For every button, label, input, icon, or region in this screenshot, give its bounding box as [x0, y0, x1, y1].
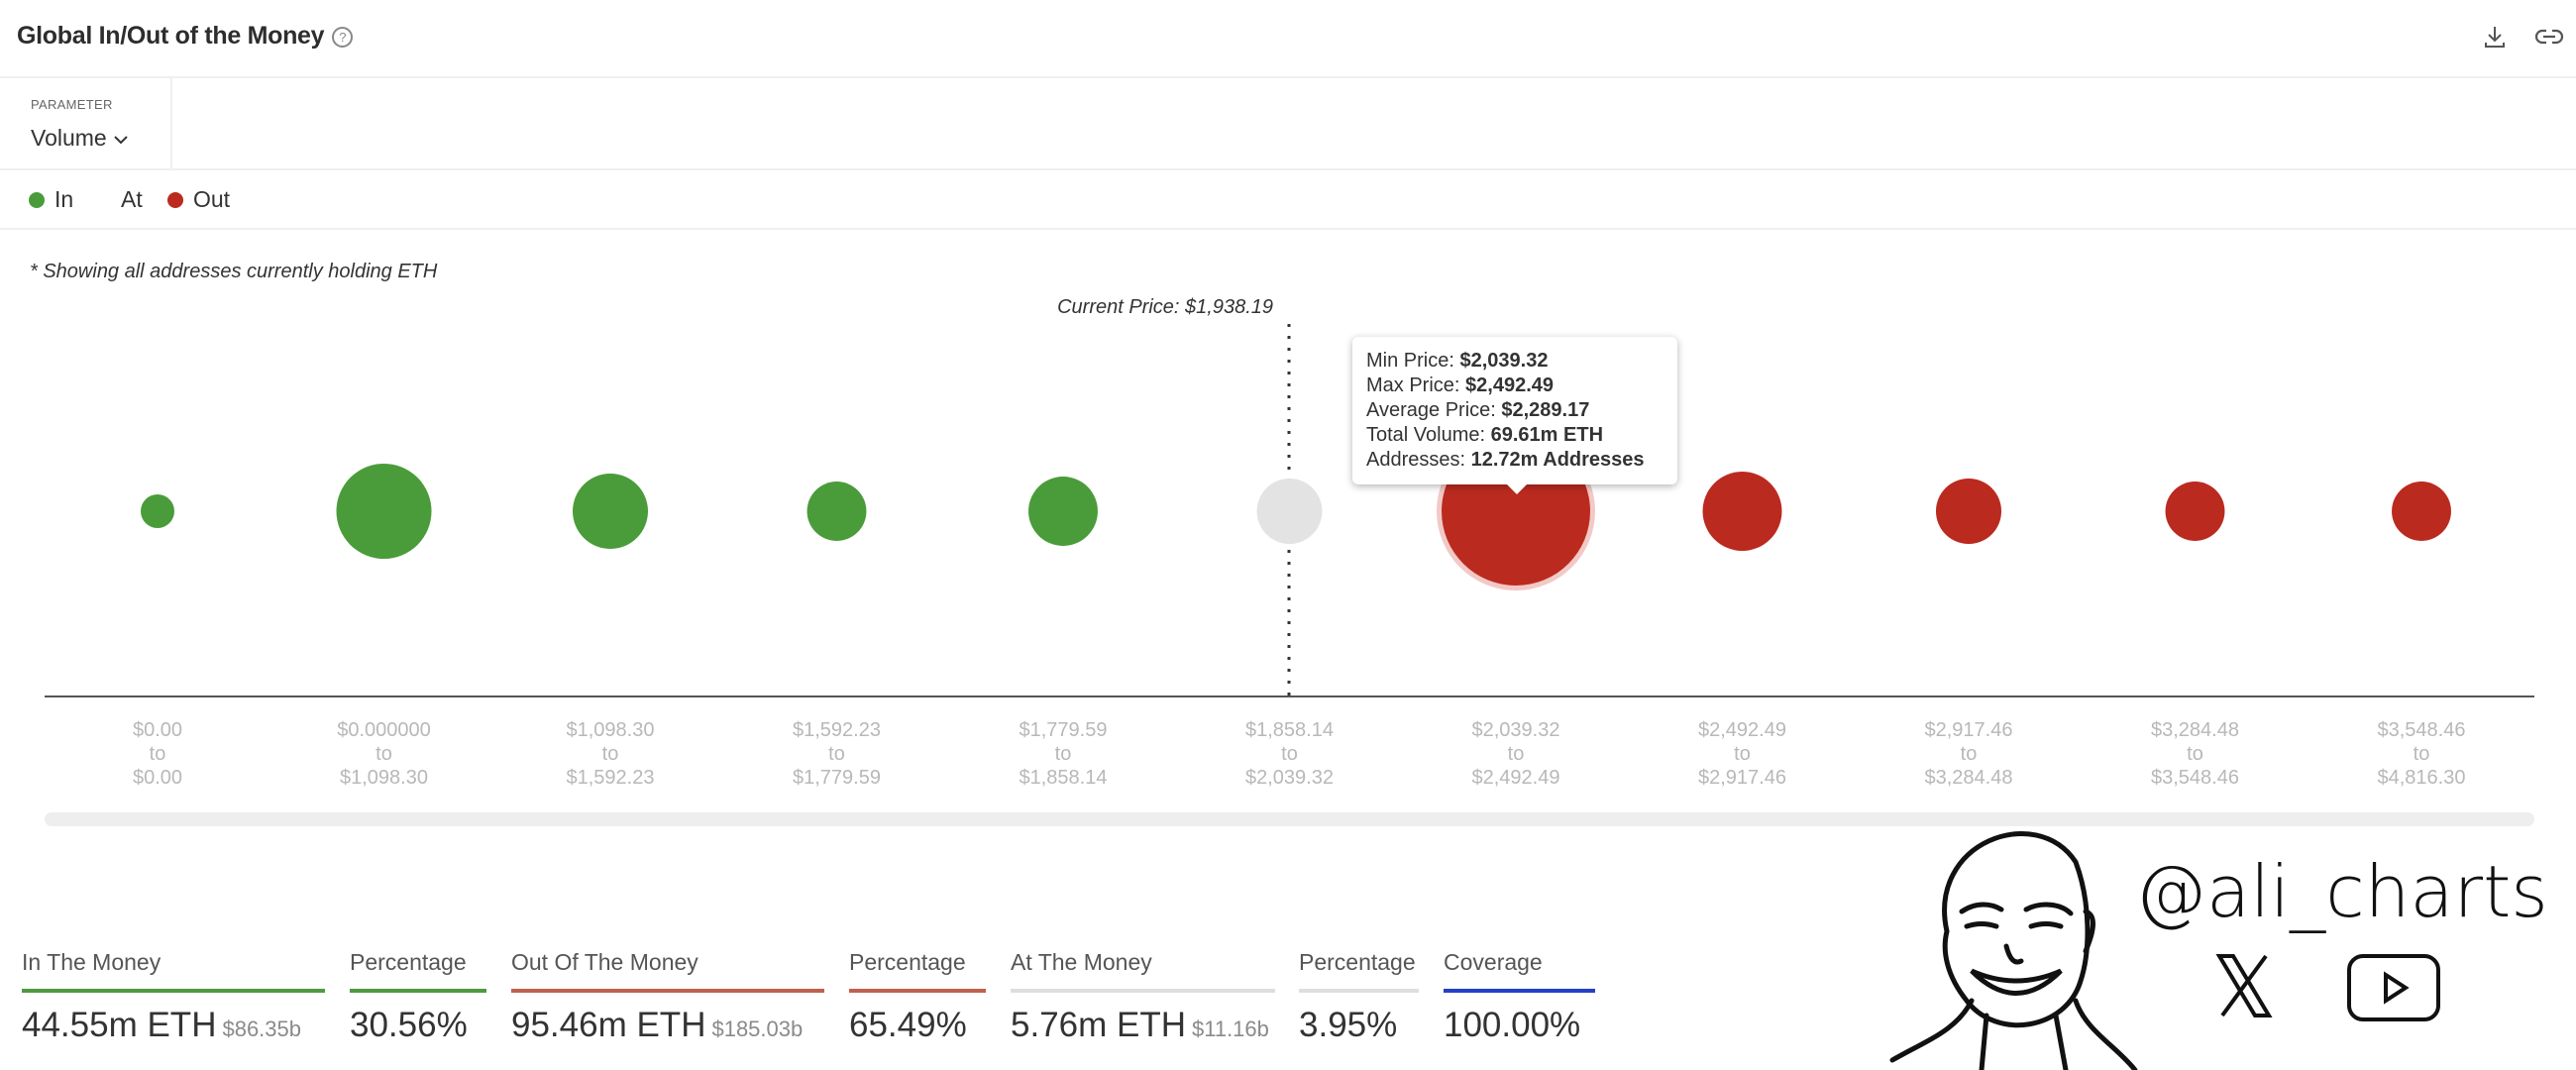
stat-usd-value: $185.03b: [711, 1016, 804, 1041]
stat-label: Percentage: [849, 949, 966, 975]
x-tick-label: $1,098.30 to $1,592.23: [566, 719, 655, 789]
current-price-label: Current Price: $1,938.19: [1057, 296, 1273, 318]
bubble-in[interactable]: [336, 463, 432, 560]
divider: [0, 168, 2576, 170]
download-icon[interactable]: [2482, 24, 2508, 50]
bubble-at[interactable]: [1256, 479, 1323, 544]
stat-color-bar: [849, 989, 986, 993]
page-title: Global In/Out of the Money?: [17, 22, 354, 51]
x-tick-label: $3,284.48 to $3,548.46: [2151, 719, 2239, 789]
divider: [170, 77, 172, 169]
stat-value: 30.56%: [350, 1006, 468, 1044]
stat-color-bar: [22, 989, 325, 993]
tooltip-row: Average Price: $2,289.17: [1366, 399, 1590, 421]
tooltip-row: Max Price: $2,492.49: [1366, 374, 1555, 396]
x-tick-label: $1,858.14 to $2,039.32: [1245, 719, 1334, 789]
bubble-in[interactable]: [572, 473, 649, 550]
parameter-select[interactable]: Volume: [31, 125, 129, 152]
stat-color-bar: [350, 989, 486, 993]
stat-value: 65.49%: [849, 1006, 967, 1044]
legend-at[interactable]: At: [121, 186, 143, 212]
chart-note: * Showing all addresses currently holdin…: [30, 261, 438, 282]
bubble-out[interactable]: [2392, 482, 2451, 541]
stat-label: In The Money: [22, 949, 161, 975]
x-tick-label: $2,492.49 to $2,917.46: [1698, 719, 1786, 789]
stat-label: At The Money: [1011, 949, 1152, 975]
x-tick-label: $1,779.59 to $1,858.14: [1019, 719, 1108, 789]
x-tick-label: $1,592.23 to $1,779.59: [793, 719, 881, 789]
green-dot-icon: [29, 191, 45, 208]
stat-value: 5.76m ETH $11.16b: [1011, 1006, 1269, 1044]
stat-color-bar: [1011, 989, 1275, 993]
x-logo-icon: [2215, 954, 2273, 1017]
youtube-icon: [2347, 954, 2440, 1021]
legend-out[interactable]: Out: [167, 186, 230, 213]
stat-value: 3.95%: [1299, 1006, 1398, 1044]
bubble-out[interactable]: [2165, 482, 2225, 541]
tooltip: Min Price: $2,039.32 Max Price: $2,492.4…: [1352, 337, 1677, 494]
tooltip-row: Min Price: $2,039.32: [1366, 350, 1549, 372]
x-tick-label: $2,917.46 to $3,284.48: [1924, 719, 2013, 789]
link-icon[interactable]: [2534, 26, 2564, 48]
stat-color-bar: [511, 989, 824, 993]
stat-label: Percentage: [350, 949, 467, 975]
help-icon[interactable]: ?: [332, 27, 354, 48]
chart-scrollbar[interactable]: [45, 812, 2534, 826]
parameter-label: PARAMETER: [31, 97, 113, 112]
x-tick-label: $2,039.32 to $2,492.49: [1471, 719, 1560, 789]
avatar-illustration: [1889, 831, 2138, 1070]
bubble-in[interactable]: [141, 494, 174, 528]
x-tick-label: $0.00 to $0.00: [132, 719, 183, 789]
tooltip-row: Addresses: 12.72m Addresses: [1366, 449, 1645, 471]
stat-color-bar: [1444, 989, 1595, 993]
chevron-down-icon: [114, 136, 128, 145]
bubble-in[interactable]: [806, 482, 867, 541]
watermark-handle: @ali_charts: [2135, 850, 2548, 933]
stat-value: 95.46m ETH $185.03b: [511, 1006, 804, 1044]
divider: [0, 76, 2576, 78]
bubble-chart: [45, 324, 2534, 697]
legend-in[interactable]: In: [29, 186, 73, 213]
stat-label: Percentage: [1299, 949, 1416, 975]
bubble-out[interactable]: [1702, 472, 1782, 551]
x-tick-label: $0.000000 to $1,098.30: [337, 719, 431, 789]
tooltip-row: Total Volume: 69.61m ETH: [1366, 424, 1604, 446]
stat-value: 44.55m ETH $86.35b: [22, 1006, 301, 1044]
stat-color-bar: [1299, 989, 1419, 993]
red-dot-icon: [167, 191, 183, 208]
stat-usd-value: $11.16b: [1192, 1016, 1269, 1041]
x-tick-label: $3,548.46 to $4,816.30: [2377, 719, 2466, 789]
bubble-in[interactable]: [1028, 477, 1098, 546]
stat-usd-value: $86.35b: [222, 1016, 301, 1041]
stat-label: Out Of The Money: [511, 949, 698, 975]
stat-value: 100.00%: [1444, 1006, 1581, 1044]
divider: [0, 228, 2576, 230]
bubble-out[interactable]: [1935, 478, 2002, 545]
stat-label: Coverage: [1444, 949, 1543, 975]
